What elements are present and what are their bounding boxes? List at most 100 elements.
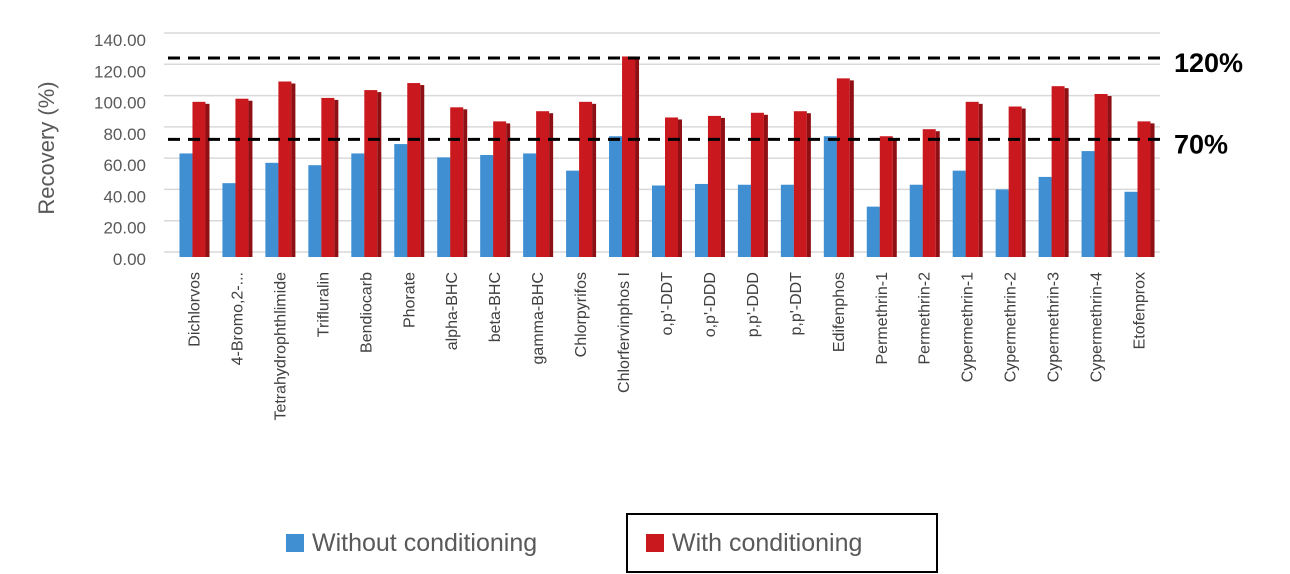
bar-side [549,113,554,257]
bar-without-conditioning [609,136,623,257]
bar-without-conditioning [1081,151,1095,257]
bar-with-conditioning [793,111,807,257]
legend-label: Without conditioning [312,528,538,557]
y-tick-label: 60.00 [103,156,146,175]
x-tick-label: gamma-BHC [530,272,547,364]
bar-side [892,138,897,257]
bar-side [978,103,983,257]
bar-without-conditioning [995,189,1009,257]
x-tick-label: p,p'-DDT [788,272,805,336]
x-tick-label: Dichlorvos [186,272,203,347]
bar-with-conditioning [493,121,507,257]
bar-without-conditioning [480,155,494,257]
bar-without-conditioning [780,184,794,257]
y-tick-label: 20.00 [103,219,146,238]
bar-without-conditioning [737,184,751,257]
y-tick-label: 140.00 [94,31,146,50]
bar-without-conditioning [523,153,537,257]
bar-with-conditioning [407,83,421,257]
bar-with-conditioning [1051,86,1065,257]
bar-without-conditioning [222,183,236,257]
bar-side [763,114,768,258]
bar-without-conditioning [394,144,408,257]
bar-without-conditioning [694,183,708,257]
bar-side [720,117,725,258]
x-tick-label: alpha-BHC [444,272,461,350]
bar-side [1064,88,1069,257]
bar-side [806,113,811,257]
bar-side [935,131,940,257]
bar-with-conditioning [321,97,335,258]
reference-line-label: 70% [1174,129,1228,159]
bar-with-conditioning [278,81,292,257]
x-tick-label: p,p'-DDD [745,272,762,337]
x-tick-label: 4-Bromo,2-... [229,272,246,365]
bar-with-conditioning [750,112,764,258]
x-tick-label: Bendiocarb [358,272,375,353]
bar-without-conditioning [437,157,451,257]
x-tick-label: Phorate [401,272,418,328]
bar-with-conditioning [922,129,936,257]
bar-side [420,85,425,257]
bar-without-conditioning [179,153,193,257]
bar-side [1150,123,1155,257]
reference-line-label: 120% [1174,48,1243,78]
bar-with-conditioning [622,56,636,257]
legend-swatch-red [646,534,664,552]
y-tick-label: 80.00 [103,125,146,144]
y-tick-label: 0.00 [113,250,146,269]
bar-side [205,103,210,257]
x-tick-label: Trifluralin [315,272,332,337]
bar-side [291,83,296,257]
x-tick-label: o,p'-DDT [659,272,676,336]
bar-side [1107,96,1112,257]
y-tick-label: 40.00 [103,187,146,206]
legend-label: With conditioning [672,528,863,557]
x-tick-label: Etofenprox [1132,272,1149,349]
bar-with-conditioning [192,101,206,257]
x-tick-label: Cypermethrin-3 [1046,272,1063,382]
bar-with-conditioning [965,101,979,257]
x-tick-label: Cypermethrin-1 [960,272,977,382]
x-tick-label: Permethrin-1 [874,272,891,365]
legend-item-without-conditioning: Without conditioning [286,513,537,573]
x-tick-label: Chlorpyrifos [573,272,590,357]
y-tick-label: 120.00 [94,62,146,81]
bar-without-conditioning [952,170,966,257]
bar-with-conditioning [364,90,378,257]
x-tick-label: Edifenphos [831,272,848,352]
x-tick-label: Permethrin-2 [917,272,934,365]
bar-with-conditioning [450,107,464,257]
x-tick-label: o,p'-DDD [702,272,719,337]
bar-side [463,109,468,257]
legend-item-with-conditioning: With conditioning [626,513,938,573]
bar-with-conditioning [836,78,850,257]
bar-without-conditioning [909,184,923,257]
bar-with-conditioning [707,115,721,258]
bar-without-conditioning [1038,176,1052,257]
bar-without-conditioning [652,185,665,257]
bar-without-conditioning [1124,191,1138,257]
bar-side [849,80,854,257]
bar-side [377,92,382,257]
bar-side [506,123,511,257]
bar-with-conditioning [579,101,593,257]
bar-with-conditioning [1137,121,1151,257]
bar-with-conditioning [665,117,678,257]
bar-side [1021,108,1026,258]
bar-without-conditioning [265,162,279,257]
bar-without-conditioning [823,136,837,257]
legend-swatch-blue [286,534,304,552]
bar-side [334,99,339,258]
x-tick-label: Chlorfervinphos I [616,272,633,393]
bar-with-conditioning [1094,94,1108,257]
bar-side [248,100,253,257]
x-tick-label: beta-BHC [487,272,504,342]
y-tick-label: 100.00 [94,94,146,113]
bar-without-conditioning [351,153,365,257]
x-tick-label: Tetrahydrophthlimide [272,272,289,421]
bar-without-conditioning [566,170,580,257]
recovery-bar-chart: 120% 70% 0.00 20.00 40.00 60.00 80.00 100.00 12… [34,31,1243,421]
bar-side [678,119,682,257]
